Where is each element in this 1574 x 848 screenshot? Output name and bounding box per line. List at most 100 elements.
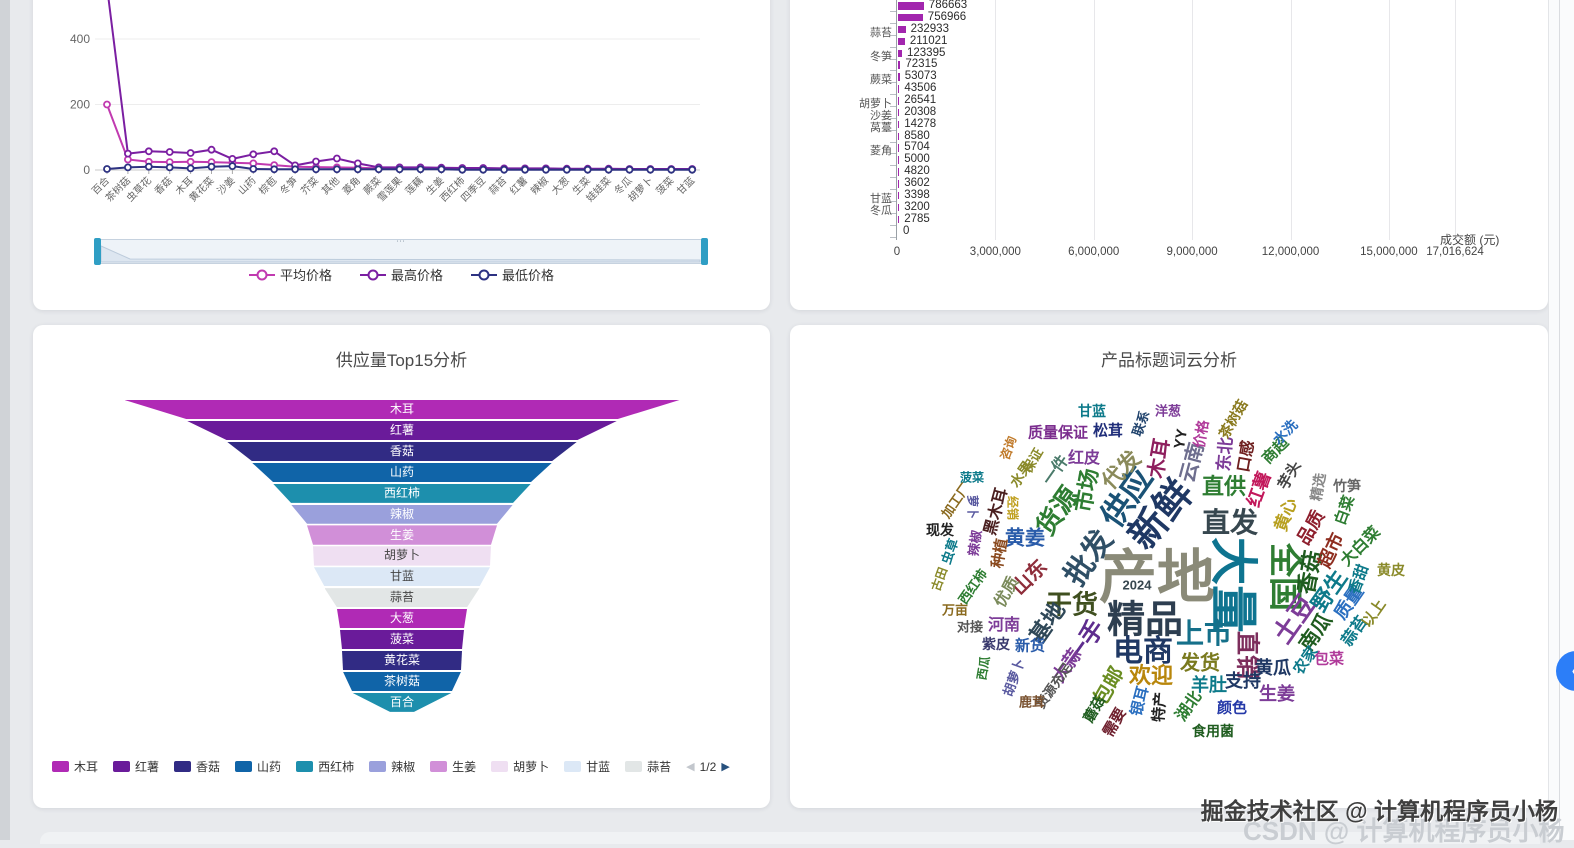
legend-swatch — [491, 761, 509, 772]
wordcloud-title: 产品标题词云分析 — [1101, 351, 1237, 370]
funnel-segment[interactable]: 黄花菜 — [342, 650, 462, 671]
funnel-segment[interactable]: 香菇 — [227, 441, 577, 462]
svg-text:其他: 其他 — [319, 174, 342, 197]
funnel-segment[interactable]: 大葱 — [337, 609, 467, 629]
svg-text:大葱: 大葱 — [549, 174, 572, 197]
funnel-segment[interactable]: 辣椒 — [291, 504, 513, 524]
funnel-chart-card — [33, 325, 770, 808]
datazoom-slider[interactable]: ⋯ — [94, 236, 708, 265]
svg-text:0: 0 — [83, 163, 90, 177]
wordcloud-word: 甘蓝 — [1078, 403, 1106, 419]
svg-text:蒜苔: 蒜苔 — [486, 174, 509, 197]
svg-text:红薯: 红薯 — [507, 174, 530, 197]
wordcloud-word: 河南 — [987, 617, 1021, 634]
wordcloud-word: 经销 — [1005, 495, 1020, 521]
datazoom-right-handle[interactable] — [701, 238, 708, 265]
wordcloud-word: YY — [1170, 427, 1192, 451]
legend-item[interactable]: 胡萝卜 — [491, 758, 549, 775]
funnel-segment-label: 茶树菇 — [383, 673, 420, 688]
collapse-fab-button[interactable]: ❮ — [1556, 651, 1574, 691]
funnel-segment-label: 胡萝卜 — [383, 548, 420, 563]
chevron-left-icon: ❮ — [1571, 663, 1574, 679]
legend-swatch — [235, 761, 253, 772]
legend-item[interactable]: 平均价格 — [248, 265, 332, 284]
wordcloud-word: 菠菜 — [959, 470, 985, 485]
wordcloud-word: 直发 — [1201, 507, 1259, 538]
scrollbar-track[interactable] — [1548, 0, 1574, 840]
legend-label: 木耳 — [74, 760, 99, 774]
funnel-segment[interactable]: 甘蓝 — [314, 567, 490, 587]
amount-chart-card — [790, 0, 1548, 310]
wordcloud-word: 产地 — [1098, 545, 1216, 610]
wordcloud-word: 精品 — [1106, 599, 1184, 642]
funnel-legend: 木耳 红薯 香菇 山药 西红柿 辣椒 生姜 胡萝卜 甘蓝 蒜苔 ◀ 1/2 ▶ — [52, 758, 752, 775]
wordcloud-word: 黄瓜 — [1255, 658, 1291, 678]
legend-item[interactable]: 木耳 — [52, 758, 98, 775]
legend-prev-icon[interactable]: ◀ — [686, 761, 695, 773]
funnel-segment-label: 木耳 — [389, 402, 414, 417]
svg-text:菠菜: 菠菜 — [654, 175, 677, 198]
funnel-segment[interactable]: 胡萝卜 — [313, 546, 491, 566]
svg-text:山药: 山药 — [236, 175, 259, 198]
wordcloud-word: 特产 — [1150, 691, 1170, 723]
funnel-segment-label: 甘蓝 — [389, 569, 414, 584]
funnel-segment[interactable]: 红薯 — [187, 420, 617, 441]
legend-item[interactable]: 最高价格 — [359, 265, 443, 284]
funnel-segment[interactable]: 西红柿 — [273, 483, 531, 503]
legend-swatch — [52, 761, 69, 772]
funnel-segment[interactable]: 山药 — [252, 462, 552, 482]
wordcloud-word: 电商 — [1113, 635, 1173, 668]
wordcloud-card — [790, 325, 1548, 808]
legend-item[interactable]: 西红柿 — [296, 758, 354, 775]
funnel-segment-label: 山药 — [389, 464, 414, 479]
wordcloud-word: 辣椒 — [965, 529, 985, 558]
legend-label: 蒜苔 — [647, 760, 672, 774]
funnel-segment-label: 大葱 — [389, 611, 414, 626]
funnel-segment[interactable]: 蒜苔 — [324, 588, 480, 608]
legend-item[interactable]: 辣椒 — [369, 758, 415, 775]
watermark-front: 掘金技术社区 @ 计算机程序员小杨 — [1200, 798, 1558, 824]
funnel-segment[interactable]: 木耳 — [124, 400, 680, 420]
svg-text:芥菜: 芥菜 — [298, 175, 321, 198]
wordcloud-word: 洋葱 — [1154, 403, 1182, 419]
legend-item[interactable]: 生姜 — [430, 758, 476, 775]
wordcloud-word: 羊肚 — [1191, 675, 1227, 695]
legend-item[interactable]: 红薯 — [113, 758, 159, 775]
legend-item[interactable]: 香菇 — [174, 758, 220, 775]
wordcloud-word: 万亩 — [941, 602, 969, 618]
legend-item[interactable]: 甘蓝 — [564, 758, 610, 775]
funnel-segment-label: 辣椒 — [389, 506, 414, 521]
legend-label: 平均价格 — [279, 268, 332, 283]
svg-text:菱角: 菱角 — [340, 175, 363, 198]
wordcloud-word: 欢迎 — [1128, 663, 1174, 688]
funnel-segment-label: 红薯 — [389, 423, 414, 438]
funnel-segment-label: 菠菜 — [389, 632, 414, 647]
wordcloud-word: 干货 — [1045, 589, 1099, 620]
bar-x-axis-title: 成交额 (元) — [1440, 233, 1500, 247]
legend-item[interactable]: 蒜苔 — [625, 758, 671, 775]
svg-text:香菇: 香菇 — [151, 174, 174, 197]
wordcloud-word: 黄姜 — [1005, 527, 1045, 550]
wordcloud-word: 对接 — [956, 619, 984, 635]
datazoom-left-handle[interactable] — [94, 238, 101, 265]
legend-label: 甘蓝 — [586, 760, 611, 774]
svg-text:辣椒: 辣椒 — [528, 174, 551, 197]
wordcloud-word: 生姜 — [1259, 684, 1295, 704]
funnel-segment[interactable]: 菠菜 — [340, 629, 464, 650]
legend-swatch — [296, 761, 314, 772]
legend-pager: ◀ 1/2 ▶ — [686, 760, 730, 774]
legend-swatch — [430, 761, 448, 772]
svg-text:冬笋: 冬笋 — [277, 174, 300, 197]
wordcloud-word: 包菜 — [1313, 650, 1345, 668]
funnel-segment[interactable]: 茶树菇 — [343, 671, 461, 691]
legend-swatch — [369, 761, 387, 772]
legend-swatch — [564, 761, 582, 772]
legend-item[interactable]: 山药 — [235, 758, 281, 775]
wordcloud-word: 松茸 — [1092, 422, 1124, 440]
legend-next-icon[interactable]: ▶ — [721, 761, 730, 773]
wordcloud-word: 2024 — [1122, 577, 1152, 593]
legend-marker-icon — [359, 269, 386, 280]
legend-item[interactable]: 最低价格 — [471, 265, 554, 284]
legend-marker-icon — [471, 269, 497, 280]
funnel-segment[interactable]: 生姜 — [307, 525, 497, 545]
